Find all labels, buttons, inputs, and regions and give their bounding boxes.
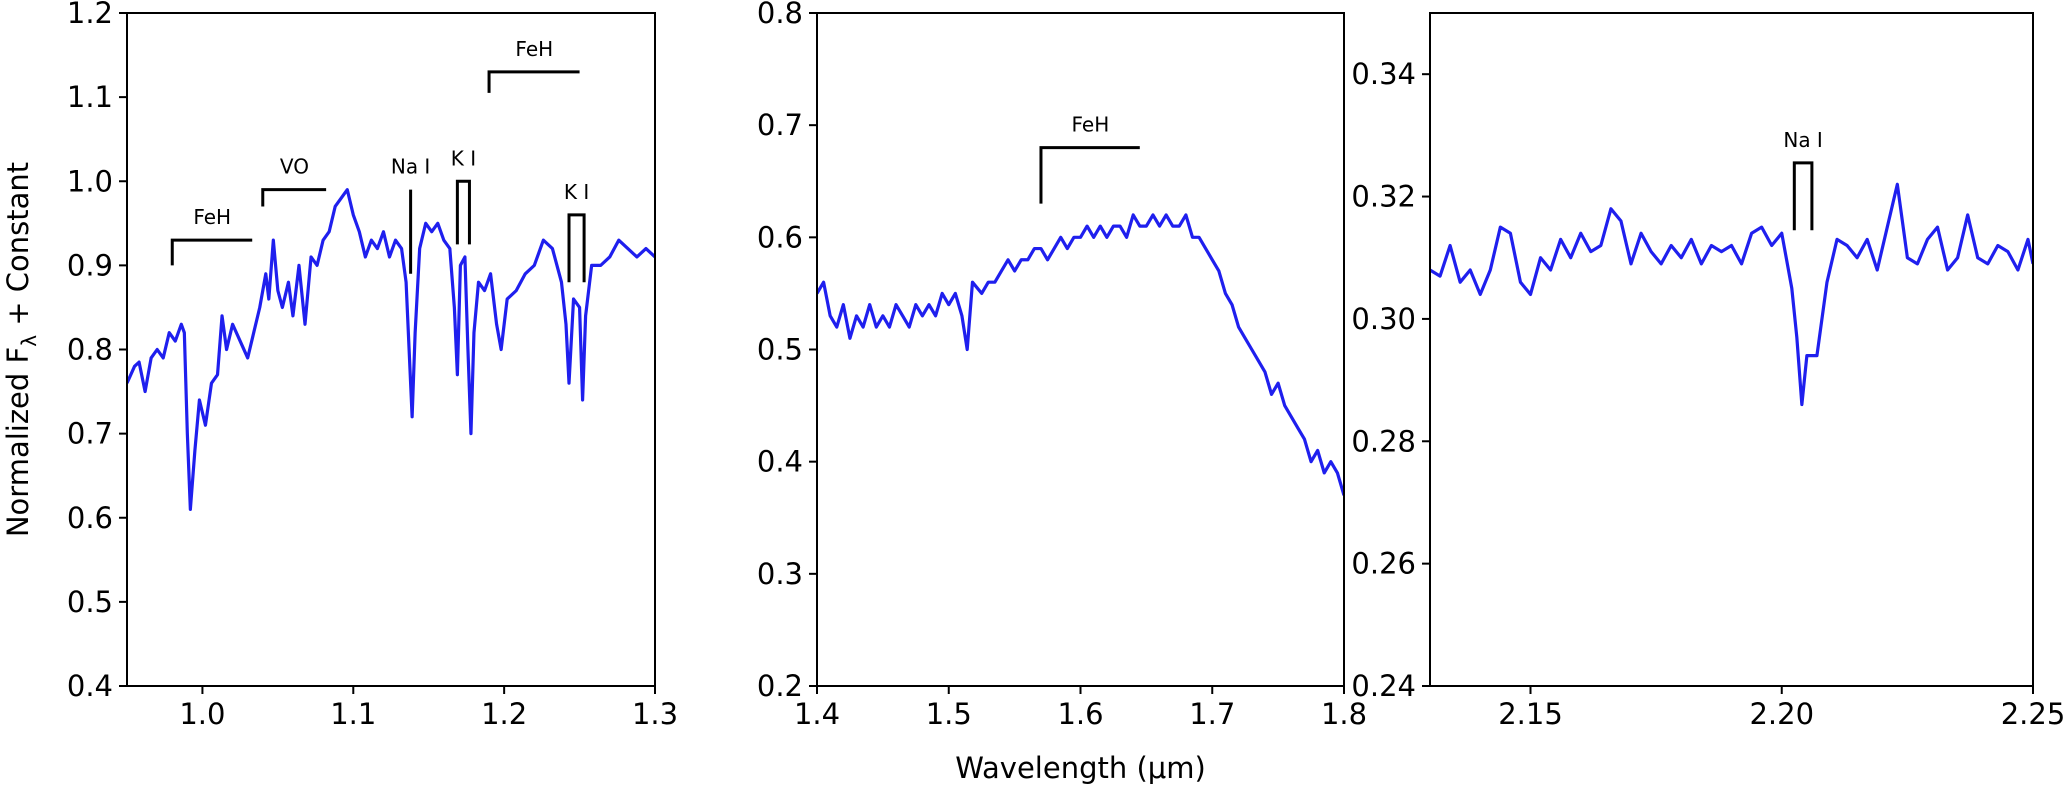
spectrum-line [127, 188, 655, 511]
feature-marker [455, 179, 471, 245]
plot-frame [126, 12, 656, 687]
feature-label: Na I [1783, 128, 1822, 152]
plot-frame [816, 12, 1345, 687]
feature-label: Na I [391, 155, 430, 179]
y-tick-label: 0.7 [757, 108, 803, 142]
feature-marker [487, 70, 580, 93]
y-tick-label: 0.2 [757, 669, 803, 703]
feature-label: FeH [193, 205, 231, 229]
y-tick-label: 0.8 [757, 0, 803, 30]
x-tick-label: 2.20 [1749, 697, 1814, 731]
feature-marker [1039, 146, 1140, 204]
plot-frame [1429, 12, 2034, 687]
x-tick-label: 1.6 [1057, 697, 1103, 731]
x-axis-label: Wavelength (μm) [955, 751, 1206, 785]
feature-label: FeH [1071, 113, 1109, 137]
y-tick-label: 0.5 [757, 333, 803, 367]
y-axis-label-part: + Constant [1, 162, 35, 335]
x-tick-label: 1.5 [926, 697, 972, 731]
y-tick-label: 0.4 [757, 445, 803, 479]
y-tick-label: 0.3 [757, 557, 803, 591]
feature-marker [261, 188, 327, 207]
y-axis-label-part: λ [17, 335, 41, 347]
y-tick-label: 0.6 [757, 220, 803, 254]
spectrum-line [1430, 182, 2033, 407]
feature-marker [1792, 161, 1814, 231]
y-tick-label: 0.7 [67, 417, 113, 451]
y-axis-label-part: Normalized F [1, 347, 35, 537]
x-tick-label: 1.4 [794, 697, 840, 731]
y-tick-label: 1.0 [67, 164, 113, 198]
y-tick-label: 0.34 [1351, 57, 1416, 91]
feature-marker [567, 213, 586, 283]
x-tick-label: 1.1 [330, 697, 376, 731]
y-tick-label: 0.6 [67, 501, 113, 535]
spectrum-line [817, 213, 1344, 496]
y-tick-label: 0.24 [1351, 669, 1416, 703]
feature-marker [170, 238, 253, 266]
y-tick-label: 0.30 [1351, 302, 1416, 336]
y-tick-label: 0.28 [1351, 424, 1416, 458]
feature-label: VO [280, 155, 309, 179]
y-tick-label: 0.32 [1351, 180, 1416, 214]
x-tick-label: 1.3 [632, 697, 678, 731]
y-tick-label: 0.4 [67, 669, 113, 703]
y-tick-label: 0.9 [67, 248, 113, 282]
y-tick-label: 1.1 [67, 80, 113, 114]
feature-label: K I [451, 146, 476, 170]
y-tick-label: 0.8 [67, 333, 113, 367]
y-tick-label: 1.2 [67, 0, 113, 30]
x-tick-label: 1.7 [1189, 697, 1235, 731]
x-tick-label: 1.8 [1321, 697, 1367, 731]
x-tick-label: 2.25 [2001, 697, 2066, 731]
y-tick-label: 0.26 [1351, 547, 1416, 581]
feature-label: FeH [515, 37, 553, 61]
x-tick-label: 1.0 [179, 697, 225, 731]
y-axis-label: Normalized Fλ + Constant [1, 162, 41, 537]
x-tick-label: 2.15 [1498, 697, 1563, 731]
feature-label: K I [564, 180, 589, 204]
x-tick-label: 1.2 [481, 697, 527, 731]
y-tick-label: 0.5 [67, 585, 113, 619]
